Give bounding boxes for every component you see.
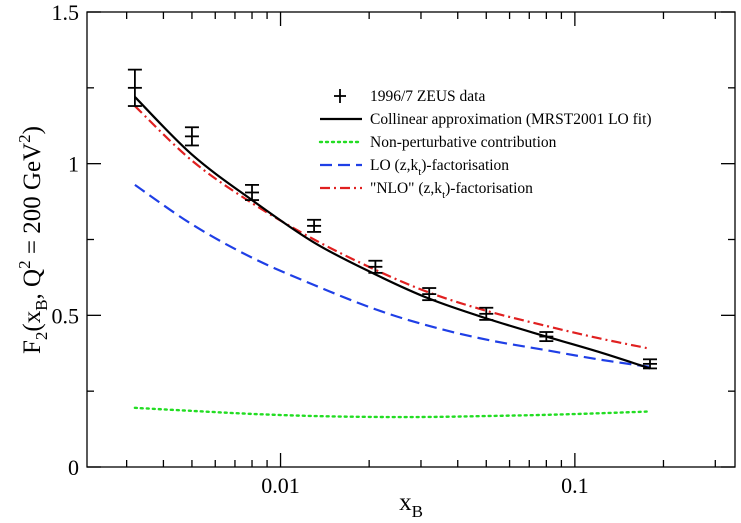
y-tick-label: 0.5 [52, 303, 80, 328]
legend-label: Collinear approximation (MRST2001 LO fit… [370, 111, 652, 128]
legend-label: "NLO" (z,kt)-factorisation [370, 180, 533, 201]
axis-ticks: 0 0.5 1 1.5 0.01 0.1 [52, 0, 735, 498]
legend-entry: 1996/7 ZEUS data [334, 88, 485, 105]
legend-entry: Non-perturbative contribution [318, 134, 557, 151]
legend-label: Non-perturbative contribution [370, 134, 557, 151]
legend-label: 1996/7 ZEUS data [370, 88, 485, 105]
series-line-3 [134, 105, 651, 350]
series-line-2 [134, 183, 651, 368]
series-line-1 [133, 406, 652, 419]
data-point [184, 126, 199, 147]
plot-frame [86, 11, 736, 468]
series-line-0 [134, 96, 651, 370]
x-tick-label: 0.1 [561, 473, 589, 498]
data-point [368, 259, 383, 274]
y-tick-label: 1.5 [52, 0, 80, 25]
legend-label: LO (z,kt)-factorisation [370, 157, 509, 178]
data-point [539, 331, 554, 343]
data-point [479, 306, 494, 321]
data-points-layer [127, 68, 658, 370]
data-point [245, 183, 260, 201]
legend-entry: "NLO" (z,kt)-factorisation [320, 180, 533, 201]
data-point [127, 68, 142, 107]
legend-entry: LO (z,kt)-factorisation [320, 157, 509, 178]
data-point [307, 218, 322, 233]
data-point [422, 287, 437, 302]
x-axis-label: xB [399, 489, 423, 521]
y-tick-label: 1 [68, 152, 79, 177]
legend: 1996/7 ZEUS data Collinear approximation … [318, 88, 652, 201]
legend-entry: Collinear approximation (MRST2001 LO fit… [320, 111, 652, 128]
y-axis-label: F2(xB, Q2 = 200 GeV2) [15, 126, 51, 354]
y-tick-label: 0 [68, 455, 79, 480]
data-point [643, 358, 658, 370]
x-tick-label: 0.01 [261, 473, 300, 498]
series-layer [133, 96, 652, 419]
